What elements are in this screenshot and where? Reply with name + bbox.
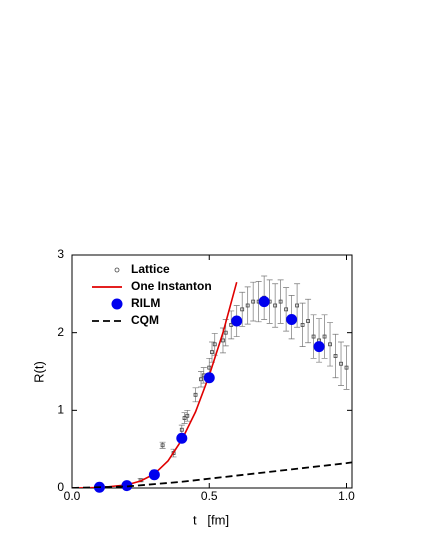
point — [306, 319, 310, 323]
x-axis-label: t [fm] — [193, 512, 229, 527]
point — [286, 313, 298, 325]
point — [245, 303, 250, 308]
point — [231, 315, 243, 327]
error-bar — [299, 302, 306, 347]
point — [182, 416, 187, 421]
y-tick-label: 2 — [57, 325, 64, 339]
point — [207, 365, 212, 370]
point — [160, 443, 165, 448]
point — [176, 432, 188, 444]
error-bar — [159, 441, 166, 449]
x-tick-label: 0.0 — [64, 489, 81, 503]
point — [121, 480, 133, 492]
point — [179, 427, 184, 432]
point — [251, 299, 256, 304]
point — [273, 303, 278, 308]
error-bar — [198, 371, 205, 388]
legend-label: Lattice — [131, 262, 170, 276]
point — [322, 334, 327, 339]
y-tick-label: 0 — [57, 480, 64, 494]
x-tick-label: 0.5 — [201, 489, 218, 503]
point — [333, 354, 338, 358]
y-tick-label: 1 — [57, 403, 64, 417]
plot-frame — [71, 254, 353, 489]
error-bar — [316, 318, 323, 363]
point — [212, 342, 217, 347]
error-bar — [327, 322, 334, 367]
error-bar — [343, 345, 350, 390]
error-bar — [272, 283, 279, 328]
point — [278, 299, 283, 304]
legend-label: RILM — [131, 296, 160, 310]
y-tick-label: 3 — [57, 247, 64, 261]
error-bar — [321, 314, 328, 359]
point — [223, 330, 228, 335]
point — [193, 392, 198, 397]
error-bar — [294, 283, 301, 328]
error-bar — [277, 279, 284, 324]
point — [221, 338, 225, 343]
error-bar — [283, 287, 290, 332]
error-bar — [184, 409, 191, 422]
point — [185, 413, 190, 418]
point — [229, 322, 234, 327]
point — [344, 365, 349, 370]
legend-label: CQM — [131, 313, 159, 327]
error-bar — [305, 298, 312, 344]
legend-label: One Instanton — [131, 279, 212, 293]
line — [72, 461, 352, 488]
point — [284, 307, 289, 312]
y-axis-label: R(t) — [31, 361, 46, 383]
point — [295, 303, 299, 308]
error-bar — [250, 281, 257, 322]
point — [313, 341, 325, 353]
error-bar — [211, 333, 218, 356]
error-bar — [181, 412, 188, 424]
line — [72, 281, 238, 488]
error-bar — [310, 314, 317, 359]
point — [199, 377, 203, 382]
error-bar — [338, 341, 345, 386]
error-bar — [192, 387, 199, 403]
point — [240, 307, 245, 312]
point — [311, 334, 316, 339]
point — [300, 322, 305, 327]
legend-swatch — [111, 298, 123, 310]
error-bar — [244, 286, 251, 325]
point — [203, 372, 215, 384]
x-tick-label: 1.0 — [338, 489, 355, 503]
point — [258, 296, 270, 308]
point — [210, 350, 214, 354]
point — [328, 342, 332, 347]
point — [339, 361, 343, 366]
legend-swatch — [114, 267, 120, 273]
error-bar — [332, 333, 339, 379]
point — [148, 469, 160, 481]
